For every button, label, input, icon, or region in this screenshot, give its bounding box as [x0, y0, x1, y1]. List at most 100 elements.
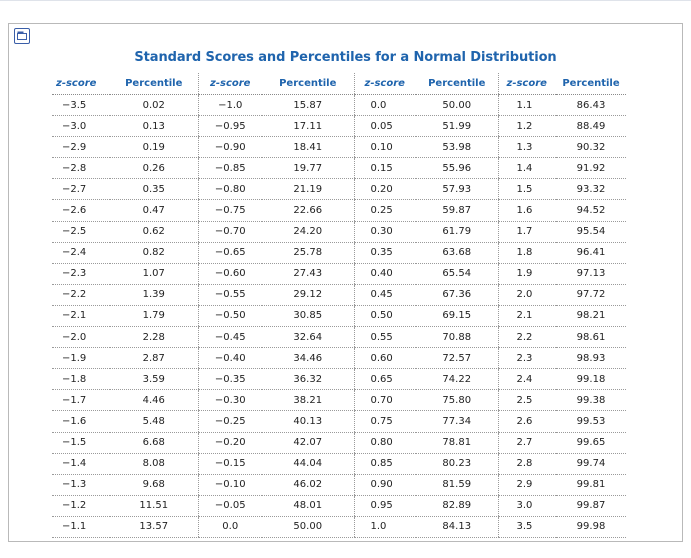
z-score-cell: 2.3 — [497, 347, 556, 370]
z-score-cell: 2.5 — [497, 389, 556, 412]
percentile-cell: 98.21 — [556, 305, 626, 328]
percentile-cell: 27.43 — [262, 263, 354, 285]
z-score-cell: −2.3 — [52, 263, 110, 285]
percentile-cell: 99.65 — [556, 432, 626, 454]
z-score-cell: 0.10 — [353, 136, 416, 159]
percentile-cell: 86.43 — [556, 94, 626, 117]
percentile-cell: 1.39 — [110, 284, 198, 306]
z-score-cell: −1.9 — [52, 347, 110, 370]
z-score-cell: −0.10 — [197, 474, 262, 496]
z-score-cell: 0.0 — [353, 94, 416, 117]
table-row: −2.0 2.28 −0.45 32.64 0.55 70.88 2.2 98.61 — [52, 326, 626, 349]
z-score-cell: −2.4 — [52, 242, 110, 264]
z-score-cell: 0.90 — [353, 474, 416, 496]
z-score-cell: −1.7 — [52, 389, 110, 412]
z-score-cell: 2.1 — [497, 305, 556, 328]
percentile-cell: 5.48 — [110, 410, 198, 433]
column-header-z-score: z-score — [52, 73, 110, 95]
percentile-cell: 75.80 — [416, 389, 498, 412]
z-score-cell: 0.25 — [353, 199, 416, 222]
percentile-cell: 18.41 — [262, 136, 354, 159]
table-title: Standard Scores and Percentiles for a No… — [134, 50, 557, 65]
z-score-cell: −0.70 — [197, 221, 262, 243]
column-header-z-score: z-score — [353, 73, 416, 95]
percentile-cell: 15.87 — [262, 94, 354, 117]
percentile-cell: 50.00 — [262, 516, 354, 538]
percentile-cell: 17.11 — [262, 115, 354, 138]
table-row: −1.7 4.46 −0.30 38.21 0.70 75.80 2.5 99.38 — [52, 389, 626, 412]
z-score-cell: 0.95 — [353, 495, 416, 517]
z-score-cell: 2.0 — [497, 284, 556, 306]
column-header-percentile: Percentile — [416, 73, 498, 95]
z-score-cell: −0.40 — [197, 347, 262, 370]
z-score-cell: −3.0 — [52, 115, 110, 138]
percentile-cell: 0.13 — [110, 115, 198, 138]
z-score-cell: 2.4 — [497, 368, 556, 391]
expand-icon[interactable] — [14, 28, 30, 44]
percentile-cell: 59.87 — [416, 199, 498, 222]
percentile-cell: 32.64 — [262, 326, 354, 349]
percentile-cell: 99.87 — [556, 495, 626, 517]
percentile-cell: 40.13 — [262, 410, 354, 433]
percentile-cell: 99.74 — [556, 453, 626, 475]
table-row: −1.3 9.68 −0.10 46.02 0.90 81.59 2.9 99.81 — [52, 474, 626, 496]
z-score-cell: −0.75 — [197, 199, 262, 222]
table-row: −3.5 0.02 −1.0 15.87 0.0 50.00 1.1 86.43 — [52, 94, 626, 117]
percentile-cell: 29.12 — [262, 284, 354, 306]
z-score-cell: 0.40 — [353, 263, 416, 285]
z-score-cell: −1.6 — [52, 410, 110, 433]
z-score-cell: −0.80 — [197, 178, 262, 201]
percentile-cell: 0.62 — [110, 221, 198, 243]
percentile-cell: 3.59 — [110, 368, 198, 391]
z-score-cell: 0.05 — [353, 115, 416, 138]
table-row: −1.2 11.51 −0.05 48.01 0.95 82.89 3.0 99.87 — [52, 495, 626, 517]
percentile-cell: 95.54 — [556, 221, 626, 243]
z-score-cell: 2.9 — [497, 474, 556, 496]
z-score-cell: −0.25 — [197, 410, 262, 433]
z-score-cell: 1.7 — [497, 221, 556, 243]
percentile-cell: 91.92 — [556, 157, 626, 180]
z-score-cell: 0.65 — [353, 368, 416, 391]
z-score-cell: −3.5 — [52, 94, 110, 117]
z-score-cell: −0.60 — [197, 263, 262, 285]
column-header-percentile: Percentile — [556, 73, 626, 95]
percentile-cell: 0.82 — [110, 242, 198, 264]
percentile-cell: 48.01 — [262, 495, 354, 517]
percentile-cell: 44.04 — [262, 453, 354, 475]
z-score-cell: 2.7 — [497, 432, 556, 454]
z-score-cell: −2.0 — [52, 326, 110, 349]
z-score-cell: −0.20 — [197, 432, 262, 454]
percentile-cell: 6.68 — [110, 432, 198, 454]
z-score-cell: 0.80 — [353, 432, 416, 454]
z-score-cell: 0.50 — [353, 305, 416, 328]
table-row: −2.8 0.26 −0.85 19.77 0.15 55.96 1.4 91.92 — [52, 157, 626, 180]
percentile-cell: 38.21 — [262, 389, 354, 412]
table-row: −2.4 0.82 −0.65 25.78 0.35 63.68 1.8 96.41 — [52, 242, 626, 264]
z-score-cell: 0.60 — [353, 347, 416, 370]
percentile-cell: 63.68 — [416, 242, 498, 264]
percentile-cell: 99.81 — [556, 474, 626, 496]
percentile-cell: 2.87 — [110, 347, 198, 370]
percentile-cell: 99.18 — [556, 368, 626, 391]
percentile-cell: 97.72 — [556, 284, 626, 306]
percentile-cell: 42.07 — [262, 432, 354, 454]
percentile-cell: 0.26 — [110, 157, 198, 180]
percentile-cell: 61.79 — [416, 221, 498, 243]
z-score-cell: 0.75 — [353, 410, 416, 433]
percentile-cell: 98.61 — [556, 326, 626, 349]
percentile-cell: 99.38 — [556, 389, 626, 412]
z-score-cell: −0.95 — [197, 115, 262, 138]
z-score-cell: 0.55 — [353, 326, 416, 349]
percentile-cell: 81.59 — [416, 474, 498, 496]
z-score-cell: −0.45 — [197, 326, 262, 349]
z-score-cell: −0.55 — [197, 284, 262, 306]
z-score-cell: −1.1 — [52, 516, 110, 538]
z-score-cell: 3.0 — [497, 495, 556, 517]
z-score-cell: −0.05 — [197, 495, 262, 517]
z-score-cell: 0.30 — [353, 221, 416, 243]
z-score-cell: 1.3 — [497, 136, 556, 159]
z-score-cell: −2.8 — [52, 157, 110, 180]
percentile-cell: 93.32 — [556, 178, 626, 201]
z-score-cell: −1.0 — [197, 94, 262, 117]
percentile-cell: 90.32 — [556, 136, 626, 159]
